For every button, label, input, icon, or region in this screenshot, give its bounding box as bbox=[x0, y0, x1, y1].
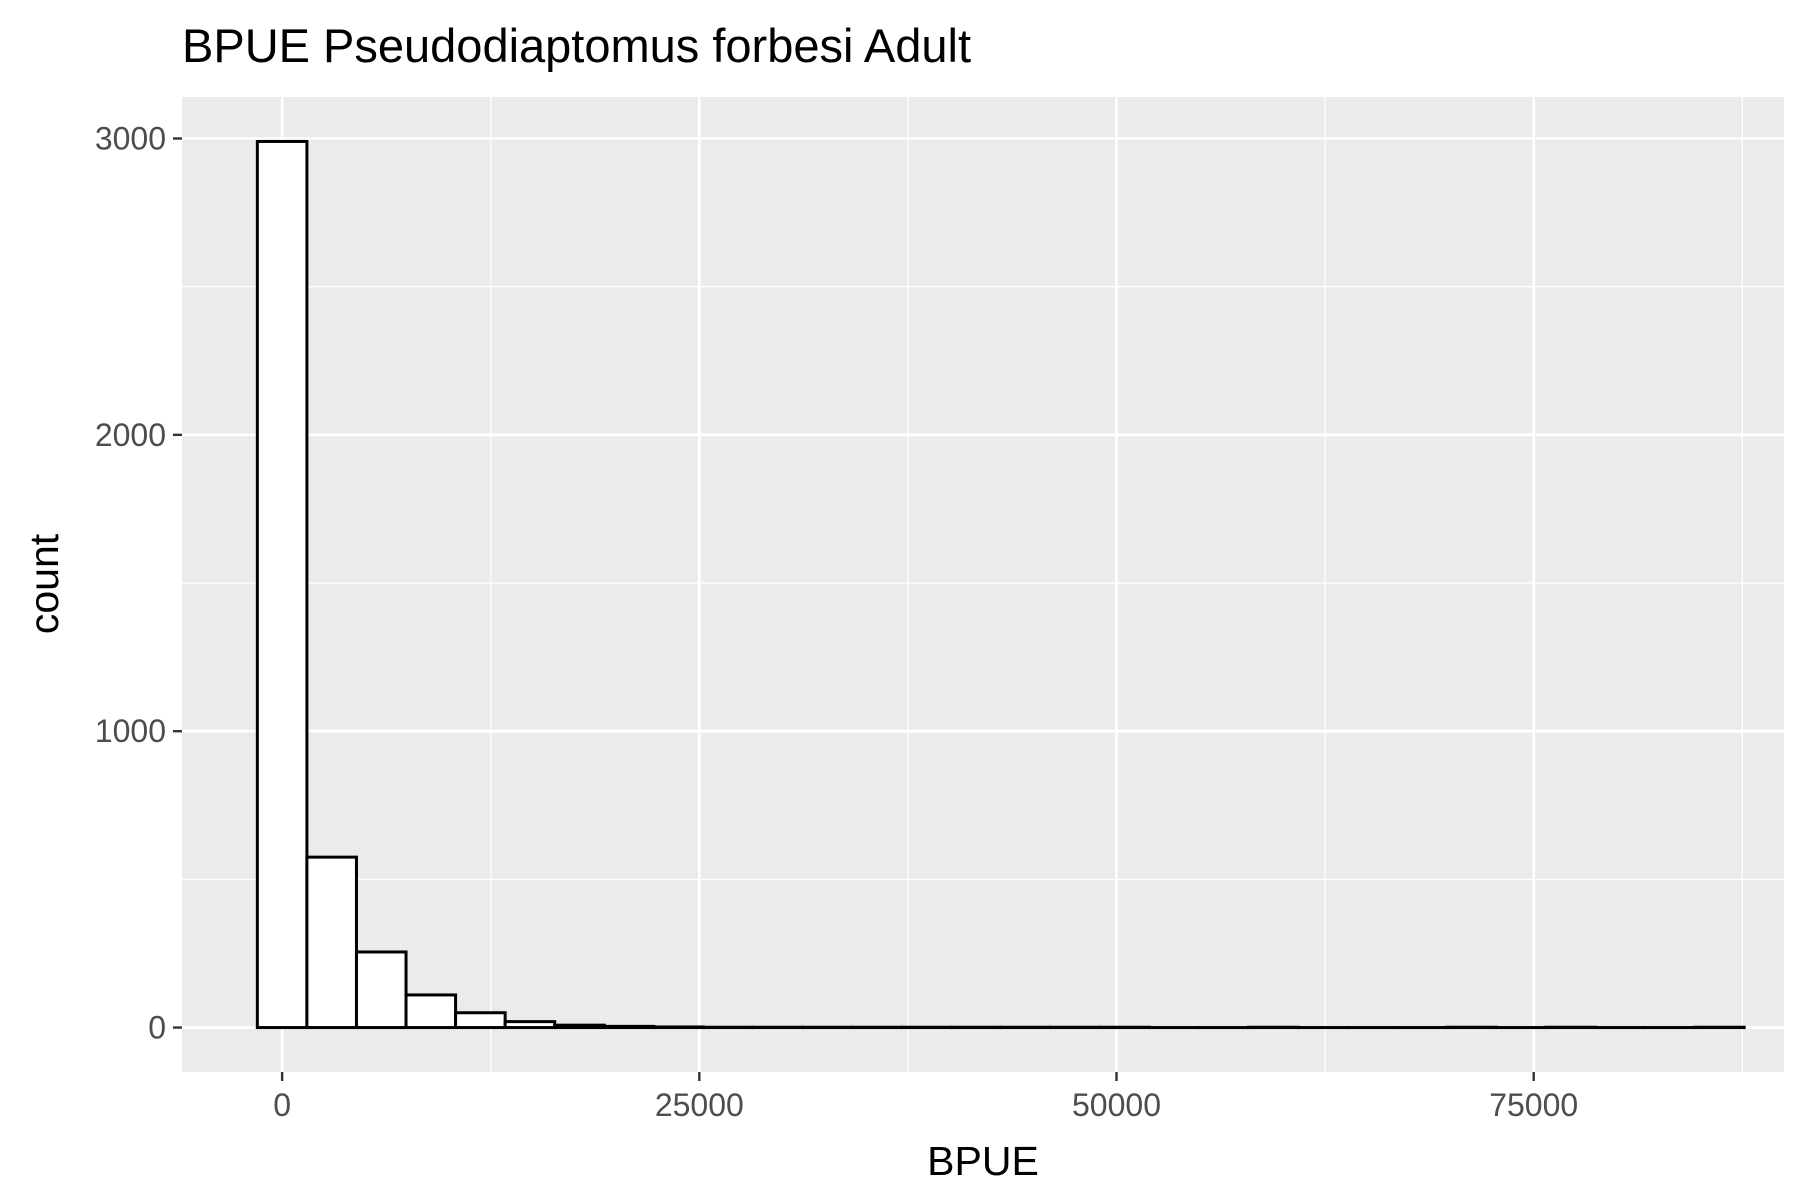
x-axis: 0 25000 50000 75000 bbox=[273, 1072, 1578, 1123]
plot-panel bbox=[182, 97, 1784, 1072]
x-axis-title: BPUE bbox=[927, 1138, 1039, 1184]
chart-title: BPUE Pseudodiaptomus forbesi Adult bbox=[182, 19, 971, 72]
y-tick-label-2: 2000 bbox=[95, 417, 166, 453]
y-tick-label-0: 0 bbox=[148, 1010, 166, 1046]
histogram-bars bbox=[255, 139, 1746, 1030]
x-tick-label-3: 75000 bbox=[1489, 1087, 1578, 1123]
histogram-bar-3 bbox=[404, 993, 458, 1030]
x-tick-label-1: 25000 bbox=[655, 1087, 744, 1123]
histogram-bar-6 bbox=[553, 1023, 606, 1030]
histogram-bar-0 bbox=[255, 139, 309, 1030]
histogram-bar-7 bbox=[602, 1024, 656, 1030]
histogram-bar-8 bbox=[652, 1025, 705, 1030]
histogram-bar-2 bbox=[354, 950, 408, 1030]
histogram-bar-5 bbox=[503, 1020, 557, 1030]
histogram-bar-4 bbox=[454, 1011, 507, 1030]
y-axis: 0 1000 2000 3000 bbox=[95, 120, 182, 1046]
histogram-bar-1 bbox=[305, 855, 358, 1030]
x-tick-label-0: 0 bbox=[273, 1087, 291, 1123]
x-tick-label-2: 50000 bbox=[1072, 1087, 1161, 1123]
grid-minor bbox=[182, 97, 1784, 1072]
y-tick-label-3: 3000 bbox=[95, 120, 166, 156]
y-axis-title: count bbox=[21, 533, 67, 634]
y-tick-label-1: 1000 bbox=[95, 713, 166, 749]
